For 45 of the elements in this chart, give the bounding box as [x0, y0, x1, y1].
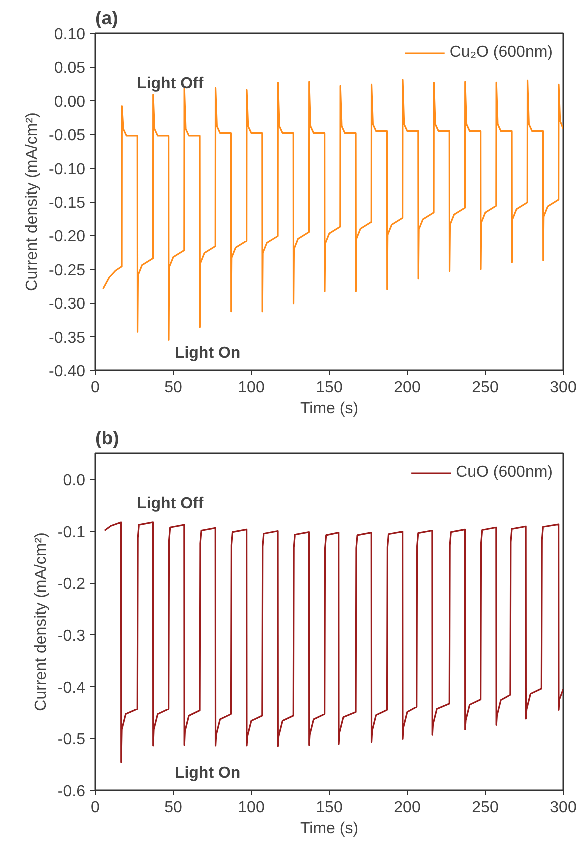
x-tick-label: 50: [164, 380, 182, 396]
y-tick-label: -0.1: [58, 524, 86, 542]
y-tick-label: 0.10: [54, 26, 86, 44]
line-series: [104, 522, 564, 764]
legend-label: CuO (600nm): [456, 464, 553, 482]
y-axis-title: Current density (mA/cm²): [24, 112, 42, 292]
y-tick-label: -0.3: [58, 628, 86, 645]
x-axis-title: Time (s): [300, 820, 359, 838]
y-axis-title: Current density (mA/cm²): [32, 532, 50, 712]
y-tick-label: -0.15: [49, 195, 86, 212]
y-tick-label: -0.2: [58, 576, 86, 594]
y-tick-label: -0.20: [49, 228, 86, 246]
y-tick-label: -0.35: [49, 330, 86, 347]
x-tick-label: 150: [316, 800, 343, 816]
x-tick-label: 200: [394, 800, 421, 816]
y-tick-label: -0.4: [58, 680, 86, 697]
y-tick-label: -0.40: [49, 364, 86, 380]
y-tick-label: -0.05: [49, 128, 86, 145]
y-tick-label: 0.0: [63, 472, 86, 490]
y-tick-label: -0.6: [58, 784, 86, 800]
x-tick-label: 300: [550, 380, 577, 396]
chart-title: (a): [96, 8, 118, 28]
y-tick-label: 0.00: [54, 94, 86, 111]
x-tick-label: 150: [316, 380, 343, 396]
x-tick-label: 100: [238, 380, 265, 396]
x-tick-label: 100: [238, 800, 265, 816]
x-axis-title: Time (s): [300, 400, 359, 418]
chart-title: (b): [96, 428, 120, 448]
annotation: Light On: [174, 765, 241, 782]
x-tick-label: 250: [472, 800, 499, 816]
legend-label: Cu₂O (600nm): [450, 44, 553, 62]
y-tick-label: -0.10: [49, 161, 86, 178]
y-tick-label: -0.30: [49, 296, 86, 314]
x-tick-label: 0: [91, 800, 100, 816]
x-tick-label: 50: [164, 800, 182, 816]
annotation: Light On: [174, 345, 241, 362]
x-tick-label: 300: [550, 800, 577, 816]
x-tick-label: 200: [394, 380, 421, 396]
y-tick-label: 0.05: [54, 60, 86, 78]
x-tick-label: 250: [472, 380, 499, 396]
annotation: Light Off: [137, 496, 204, 513]
y-tick-label: -0.25: [49, 262, 86, 280]
x-tick-label: 0: [91, 380, 100, 396]
annotation: Light Off: [137, 76, 204, 93]
y-tick-label: -0.5: [58, 732, 86, 749]
